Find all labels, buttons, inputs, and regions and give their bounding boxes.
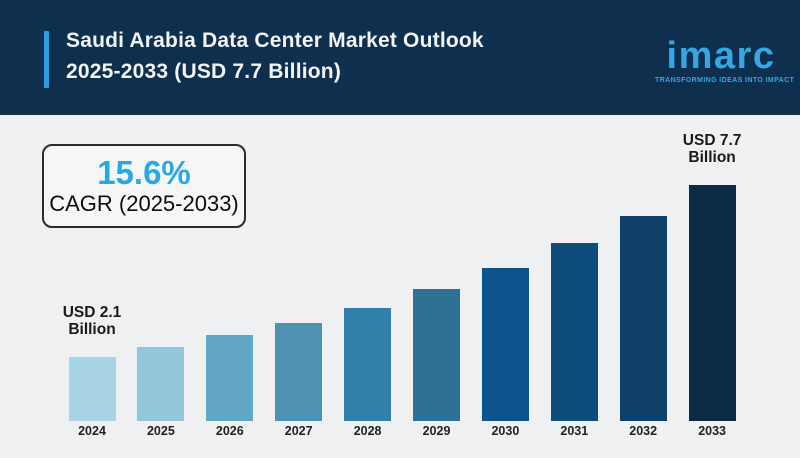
x-tick-2029: 2029 [422, 424, 451, 438]
page-title-line2: 2025-2033 (USD 7.7 Billion) [66, 60, 342, 83]
cagr-value: 15.6% [97, 154, 191, 191]
x-tick-2031: 2031 [560, 424, 589, 438]
header-banner: Saudi Arabia Data Center Market Outlook … [0, 0, 800, 115]
bar-chart: 2024 2025 2026 2027 2028 2029 2030 2031 2032 2033… [0, 115, 800, 458]
bar-2031 [550, 243, 598, 421]
bar-2024 [68, 357, 116, 421]
x-tick-2025: 2025 [146, 424, 175, 438]
imarc-logo-tagline: TRANSFORMING IDEAS INTO IMPACT [655, 77, 795, 84]
bar-2025 [137, 347, 185, 421]
page-title: Saudi Arabia Data Center Market Outlook … [66, 25, 484, 87]
x-tick-2030: 2030 [491, 424, 520, 438]
bar-2026 [206, 335, 254, 421]
page-title-line1: Saudi Arabia Data Center Market Outlook [66, 29, 484, 52]
bar-2032 [619, 216, 667, 421]
x-tick-2033: 2033 [698, 424, 726, 438]
bar-2027 [275, 323, 323, 421]
bar-2028 [344, 308, 392, 421]
value-label-2024: USD 2.1 Billion [62, 304, 122, 338]
cagr-label: CAGR (2025-2033) [49, 191, 239, 216]
title-accent-bar [44, 31, 49, 88]
bar-2030 [481, 268, 529, 421]
x-tick-2028: 2028 [353, 424, 382, 438]
x-tick-2027: 2027 [284, 424, 313, 438]
imarc-logo: imarc TRANSFORMING IDEAS INTO IMPACT [655, 35, 795, 84]
x-tick-2024: 2024 [78, 424, 106, 438]
x-tick-2026: 2026 [215, 424, 244, 438]
cagr-badge: 15.6% CAGR (2025-2033) [42, 144, 246, 228]
value-label-2033: USD 7.7 Billion [682, 132, 742, 166]
bar-2029 [413, 289, 460, 421]
bar-2033 [688, 185, 736, 421]
imarc-logo-wordmark: imarc [666, 35, 776, 77]
x-tick-2032: 2032 [629, 424, 658, 438]
